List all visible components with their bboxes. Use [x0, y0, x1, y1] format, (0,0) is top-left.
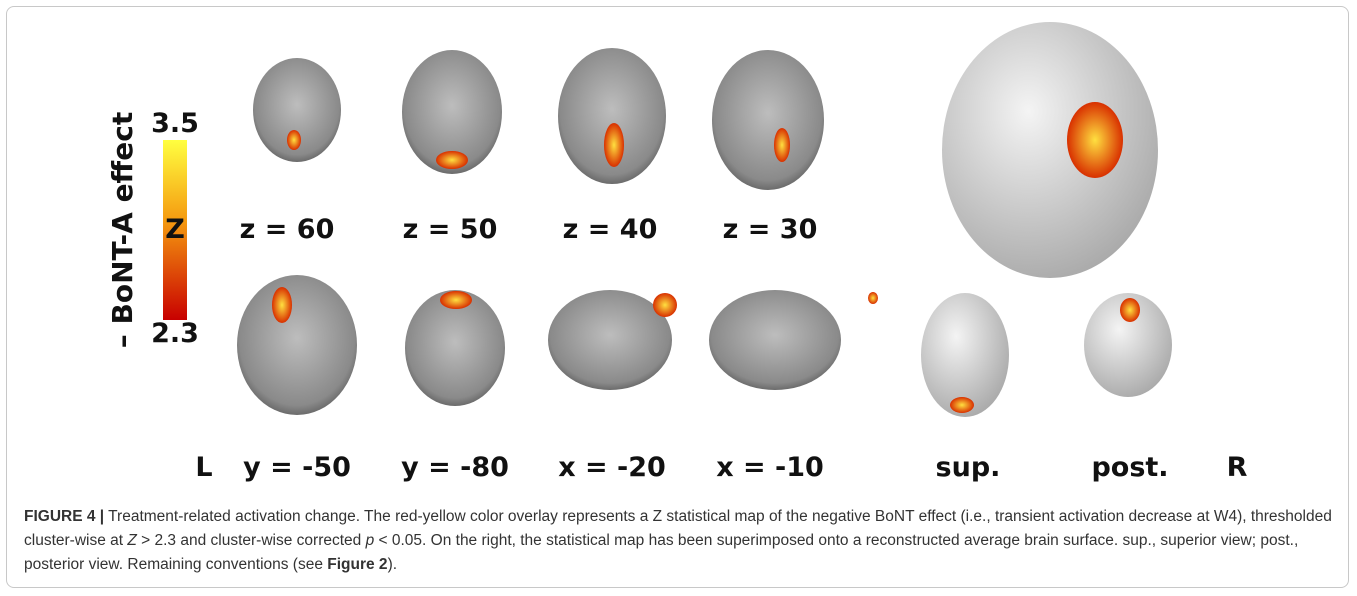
view-label: y = -50 [243, 452, 351, 483]
caption-text: > 2.3 and cluster-wise corrected [136, 532, 366, 549]
caption-symbol: p [365, 532, 375, 549]
view-label: L [195, 452, 212, 483]
caption-ref: Figure 2 [327, 556, 388, 573]
caption-label: FIGURE 4 | [24, 508, 105, 525]
view-label: R [1227, 452, 1248, 483]
colorbar-title: – BoNT-A effect [106, 112, 139, 348]
view-label: sup. [936, 452, 1001, 483]
caption-text: ). [387, 556, 398, 573]
view-label: z = 40 [563, 214, 658, 245]
caption-symbol: Z [127, 532, 137, 549]
view-label: x = -10 [716, 452, 824, 483]
view-label: z = 60 [240, 214, 335, 245]
caption-text: < 0.05. On the right, the statistical ma… [24, 532, 1299, 573]
colorbar-max: 3.5 [151, 108, 199, 139]
view-label: post. [1091, 452, 1168, 483]
view-label: x = -20 [558, 452, 666, 483]
caption-text: Treatment-related activation change. The… [24, 508, 1332, 549]
colorbar [163, 140, 187, 320]
view-label: z = 30 [723, 214, 818, 245]
figure-frame [6, 6, 1349, 588]
view-label: y = -80 [401, 452, 509, 483]
brain-slices [237, 22, 1172, 417]
view-label: z = 50 [403, 214, 498, 245]
figure: – BoNT-A effect 3.5 Z 2.3 z = 60 z = 50 z … [106, 22, 1248, 483]
colorbar-min: 2.3 [151, 318, 199, 349]
caption: FIGURE 4 | Treatment-related activation … [24, 505, 1334, 577]
colorbar-mid: Z [165, 214, 185, 245]
